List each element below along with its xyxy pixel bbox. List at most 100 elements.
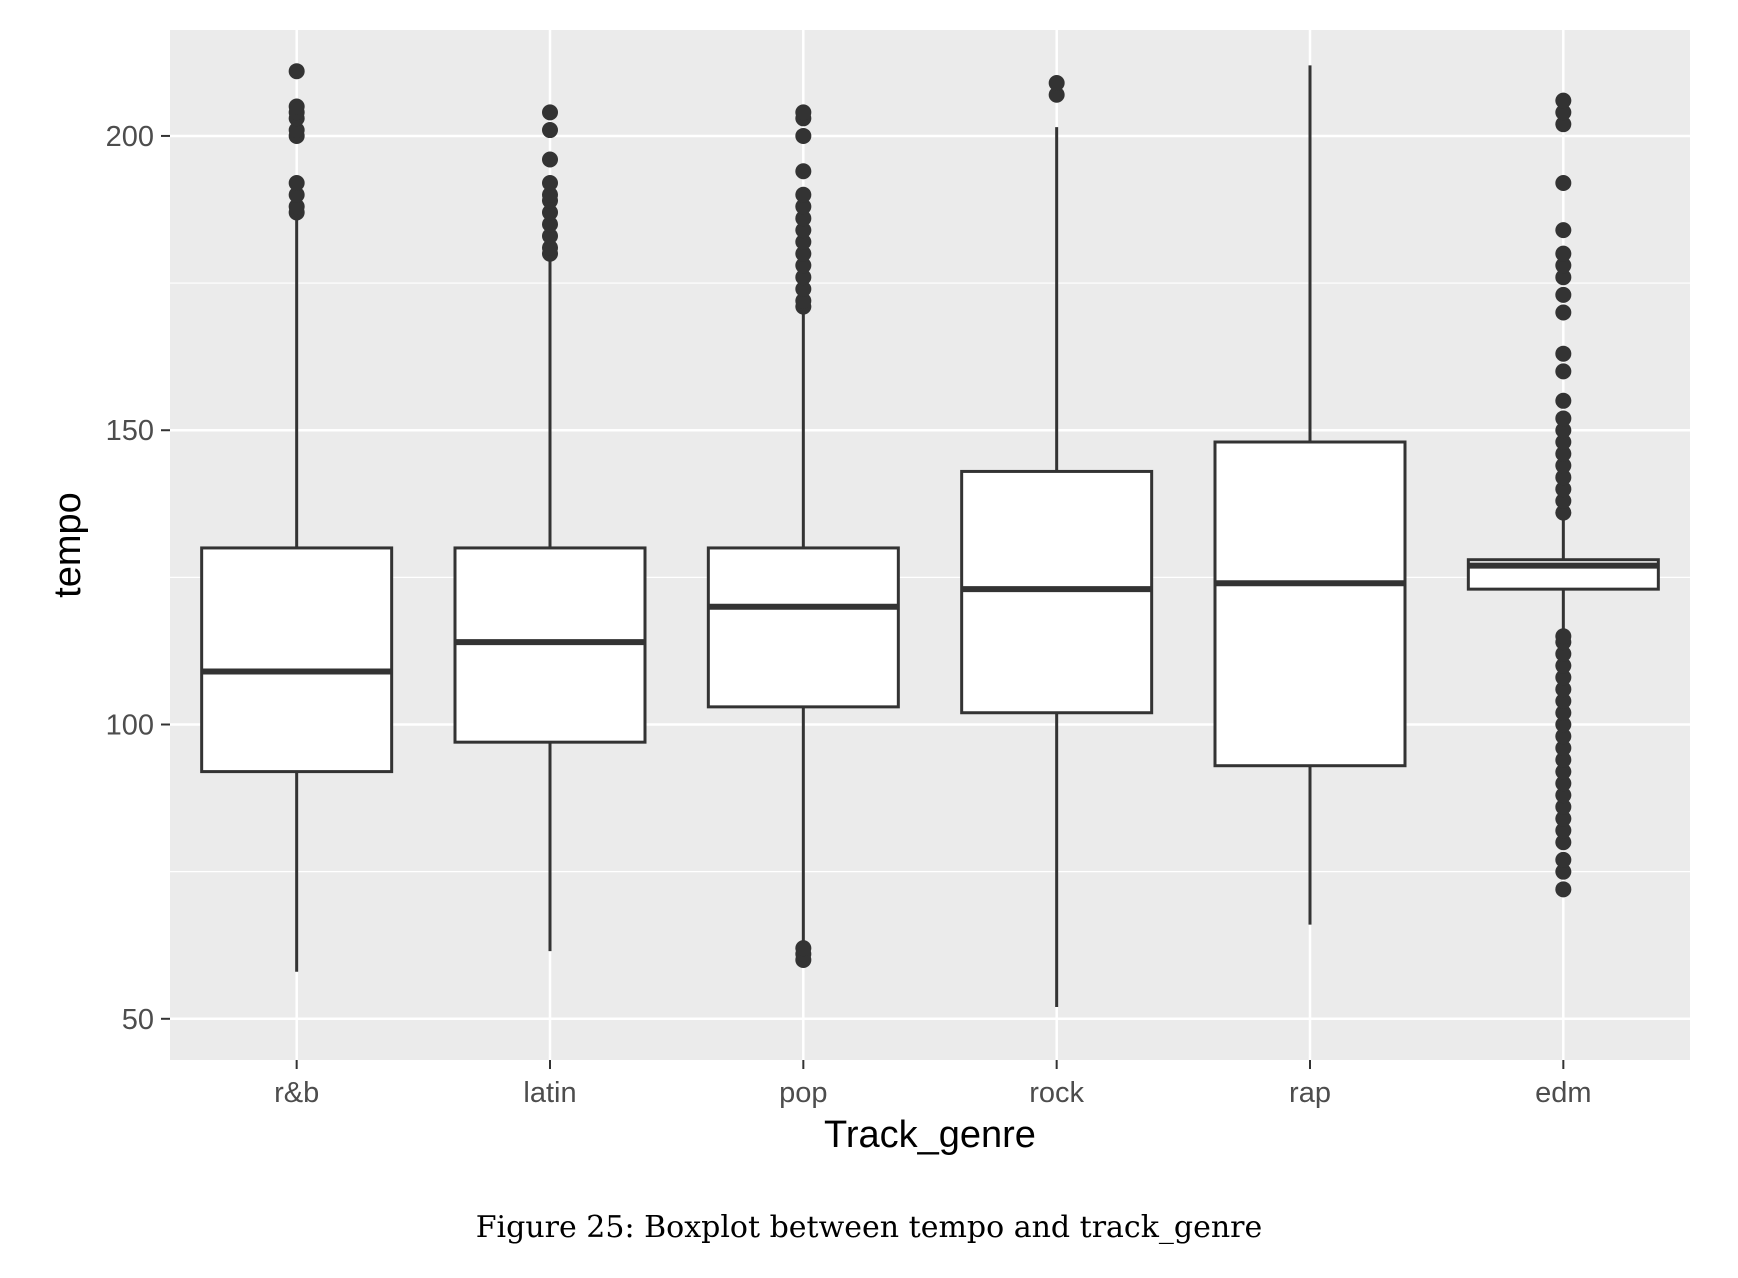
y-tick-label: 100 xyxy=(106,710,154,742)
outlier-point xyxy=(542,228,558,244)
outlier-point xyxy=(795,210,812,227)
outlier-point xyxy=(1555,740,1572,757)
outlier-point xyxy=(542,104,558,121)
y-tick-label: 200 xyxy=(106,121,154,153)
outlier-point xyxy=(1555,692,1572,709)
box-latin xyxy=(453,104,647,952)
outlier-point xyxy=(795,292,812,309)
outlier-point xyxy=(1555,392,1572,409)
outlier-point xyxy=(1555,245,1572,262)
outlier-point xyxy=(288,186,305,203)
outlier-point xyxy=(795,245,812,262)
outlier-point xyxy=(288,122,305,139)
outlier-point xyxy=(1555,104,1572,121)
outlier-point xyxy=(1555,469,1572,486)
y-tick-label: 150 xyxy=(106,415,154,447)
iqr-box xyxy=(200,546,394,774)
outlier-point xyxy=(542,239,558,256)
outlier-point xyxy=(1555,704,1572,721)
outlier-point xyxy=(1555,645,1572,662)
outlier-point xyxy=(1555,728,1572,745)
outlier-point xyxy=(1555,345,1572,362)
plot-panel xyxy=(170,30,1690,1060)
outlier-point xyxy=(795,233,812,250)
x-tick-label: pop xyxy=(779,1077,827,1109)
outlier-point xyxy=(795,222,812,239)
outlier-point xyxy=(542,204,558,221)
outlier-point xyxy=(1555,834,1572,851)
outlier-point xyxy=(288,198,305,215)
y-tick-label: 50 xyxy=(122,1004,154,1036)
outlier-point xyxy=(1555,222,1572,239)
outlier-point xyxy=(1555,822,1572,839)
outlier-point xyxy=(1555,257,1572,274)
outlier-point xyxy=(542,186,558,203)
outlier-point xyxy=(1555,863,1572,880)
iqr-box xyxy=(706,546,900,709)
x-tick-label: rock xyxy=(1029,1077,1084,1109)
outlier-point xyxy=(288,98,305,115)
outlier-point xyxy=(1555,657,1572,674)
x-axis: r&b latin pop rock rap edm xyxy=(274,1060,1592,1109)
outlier-point xyxy=(1555,716,1572,733)
outlier-point xyxy=(1555,669,1572,686)
y-axis-title: tempo xyxy=(47,492,89,598)
outlier-point xyxy=(1555,422,1572,439)
outlier-point xyxy=(1555,481,1572,498)
outlier-point xyxy=(1555,775,1572,792)
figure-caption: Figure 25: Boxplot between tempo and tra… xyxy=(475,1210,1263,1245)
box-r&b xyxy=(200,63,394,972)
iqr-box xyxy=(1213,440,1407,768)
outlier-point xyxy=(1555,286,1572,303)
boxes-layer xyxy=(200,63,1660,1008)
outlier-point xyxy=(795,940,812,957)
outlier-point xyxy=(795,104,812,121)
outlier-point xyxy=(288,63,305,80)
outlier-point xyxy=(1555,751,1572,768)
outlier-point xyxy=(542,216,558,233)
outlier-point xyxy=(542,175,558,192)
outlier-point xyxy=(1555,787,1572,804)
outlier-point xyxy=(795,186,812,203)
outlier-point xyxy=(1555,363,1572,380)
outlier-point xyxy=(1555,798,1572,815)
box-edm xyxy=(1466,92,1660,898)
box-rock xyxy=(960,74,1154,1008)
x-tick-label: r&b xyxy=(274,1077,319,1109)
x-tick-label: latin xyxy=(523,1077,576,1109)
x-tick-label: rap xyxy=(1289,1077,1331,1109)
x-tick-label: edm xyxy=(1535,1077,1591,1109)
outlier-point xyxy=(1555,492,1572,509)
outlier-point xyxy=(795,198,812,215)
outlier-point xyxy=(288,175,305,192)
outlier-point xyxy=(1555,763,1572,780)
outlier-point xyxy=(1555,92,1572,109)
outlier-point xyxy=(1048,74,1065,91)
outlier-point xyxy=(1555,410,1572,427)
outlier-point xyxy=(795,127,812,144)
outlier-point xyxy=(1555,881,1572,898)
outlier-point xyxy=(1555,628,1572,645)
outlier-point xyxy=(1555,116,1572,133)
outlier-point xyxy=(1555,681,1572,698)
outlier-point xyxy=(1555,810,1572,827)
outlier-point xyxy=(1555,851,1572,868)
outlier-point xyxy=(1048,86,1065,103)
outlier-point xyxy=(795,280,812,297)
outlier-point xyxy=(1555,434,1572,450)
outlier-point xyxy=(1555,304,1572,321)
outlier-point xyxy=(1555,504,1572,521)
x-axis-title: Track_genre xyxy=(824,1114,1036,1156)
y-axis: 50 100 150 200 xyxy=(106,121,170,1036)
outlier-point xyxy=(795,163,812,180)
outlier-point xyxy=(1555,269,1572,286)
outlier-point xyxy=(1555,175,1572,192)
outlier-point xyxy=(795,257,812,274)
outlier-point xyxy=(542,151,558,168)
box-pop xyxy=(706,104,900,968)
outlier-point xyxy=(795,269,812,286)
box-rap xyxy=(1213,65,1407,925)
outlier-point xyxy=(542,122,558,139)
outlier-point xyxy=(1555,445,1572,462)
boxplot-chart: 50 100 150 200 r&b latin pop rock rap edm Track_… xyxy=(47,30,1690,1156)
